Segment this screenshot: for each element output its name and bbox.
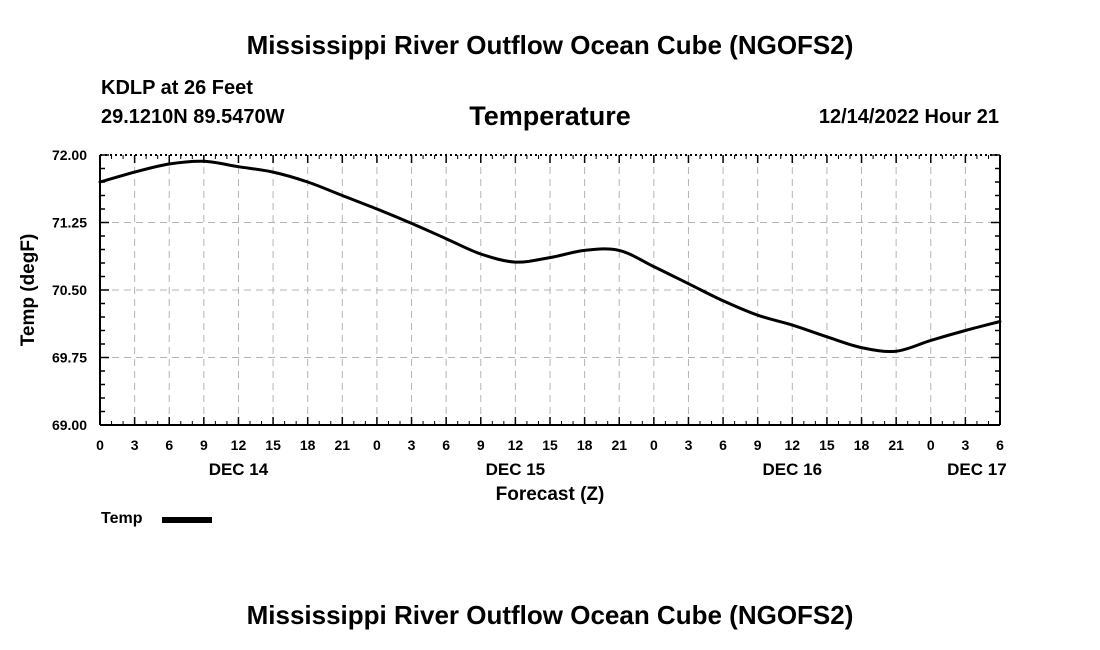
- day-label: DEC 16: [763, 460, 823, 479]
- series-line-temp: [98, 159, 1002, 353]
- x-tick-label: 18: [854, 437, 870, 453]
- y-tick-label: 69.75: [52, 350, 87, 366]
- x-tick-label: 3: [961, 437, 969, 453]
- day-label: DEC 14: [209, 460, 269, 479]
- x-tick-label: 18: [300, 437, 316, 453]
- x-tick-label: 6: [996, 437, 1004, 453]
- y-tick-label: 69.00: [52, 417, 87, 433]
- x-tick-label: 9: [200, 437, 208, 453]
- x-tick-label: 6: [165, 437, 173, 453]
- station-label: KDLP at 26 Feet: [101, 77, 253, 99]
- x-tick-label: 3: [685, 437, 693, 453]
- x-tick-label: 6: [442, 437, 450, 453]
- y-tick-label: 71.25: [52, 215, 87, 231]
- y-axis-label: Temp (degF): [18, 234, 39, 347]
- x-tick-label: 0: [373, 437, 381, 453]
- y-tick-label: 72.00: [52, 147, 87, 163]
- legend-label: Temp: [101, 510, 143, 527]
- x-tick-label: 9: [477, 437, 485, 453]
- day-label: DEC 15: [486, 460, 546, 479]
- x-axis: 0 3 6 9 12 15 18 21 0 3 6 9 12 15 18 21 0 3 6 9 12 15 18 21 0 3 6: [96, 155, 1004, 453]
- x-tick-label: 3: [408, 437, 416, 453]
- x-tick-label: 21: [335, 437, 351, 453]
- y-axis: 69.00 69.75 70.50 71.25 72.00: [52, 147, 1000, 433]
- x-tick-label: 12: [785, 437, 801, 453]
- x-tick-label: 3: [131, 437, 139, 453]
- page-title: Mississippi River Outflow Ocean Cube (NG…: [246, 30, 854, 60]
- x-tick-label: 0: [96, 437, 104, 453]
- x-tick-label: 6: [719, 437, 727, 453]
- day-label: DEC 17: [947, 460, 1007, 479]
- day-labels: DEC 14 DEC 15 DEC 16 DEC 17: [209, 460, 1007, 479]
- x-tick-label: 21: [611, 437, 627, 453]
- x-tick-label: 12: [231, 437, 247, 453]
- station-coordinates: 29.1210N 89.5470W: [101, 106, 285, 128]
- x-tick-label: 15: [265, 437, 281, 453]
- chart-grid: [100, 155, 1000, 425]
- page-title-repeat: Mississippi River Outflow Ocean Cube (NG…: [246, 600, 854, 630]
- x-tick-label: 15: [819, 437, 835, 453]
- y-tick-label: 70.50: [52, 282, 87, 298]
- plot-title: Temperature: [469, 101, 631, 131]
- forecast-datetime: 12/14/2022 Hour 21: [818, 106, 999, 128]
- x-tick-label: 15: [542, 437, 558, 453]
- x-tick-label: 0: [927, 437, 935, 453]
- x-tick-label: 18: [577, 437, 593, 453]
- x-tick-label: 12: [508, 437, 524, 453]
- legend-line-swatch: [162, 517, 212, 523]
- series-lines: [98, 159, 1002, 353]
- x-axis-label: Forecast (Z): [496, 484, 605, 505]
- x-tick-label: 9: [754, 437, 762, 453]
- x-tick-label: 21: [888, 437, 904, 453]
- x-tick-label: 0: [650, 437, 658, 453]
